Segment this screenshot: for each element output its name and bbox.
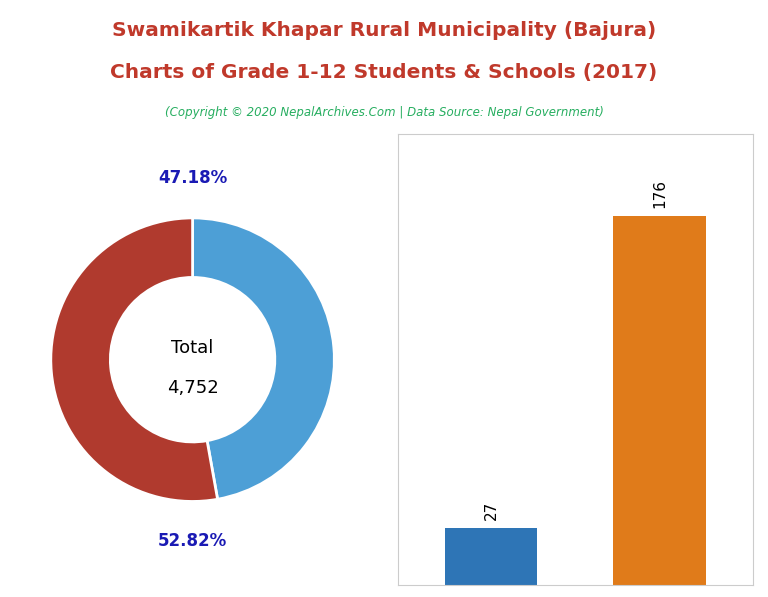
Text: Total: Total (171, 339, 214, 358)
Text: 47.18%: 47.18% (158, 169, 227, 187)
Wedge shape (193, 218, 334, 499)
Text: Swamikartik Khapar Rural Municipality (Bajura): Swamikartik Khapar Rural Municipality (B… (112, 21, 656, 40)
Text: 52.82%: 52.82% (158, 532, 227, 550)
Text: 27: 27 (484, 501, 498, 520)
Bar (614, 216, 707, 585)
Bar (445, 528, 538, 585)
Text: 4,752: 4,752 (167, 379, 218, 397)
Text: (Copyright © 2020 NepalArchives.Com | Data Source: Nepal Government): (Copyright © 2020 NepalArchives.Com | Da… (164, 106, 604, 119)
Wedge shape (51, 218, 217, 501)
Text: Charts of Grade 1-12 Students & Schools (2017): Charts of Grade 1-12 Students & Schools … (111, 63, 657, 82)
Text: 176: 176 (652, 179, 667, 208)
